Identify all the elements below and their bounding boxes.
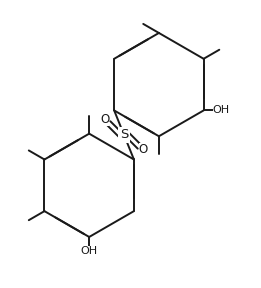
Text: OH: OH (213, 105, 230, 115)
Text: O: O (139, 143, 148, 156)
Text: OH: OH (81, 246, 98, 256)
Text: O: O (100, 113, 109, 126)
Text: S: S (120, 128, 128, 141)
